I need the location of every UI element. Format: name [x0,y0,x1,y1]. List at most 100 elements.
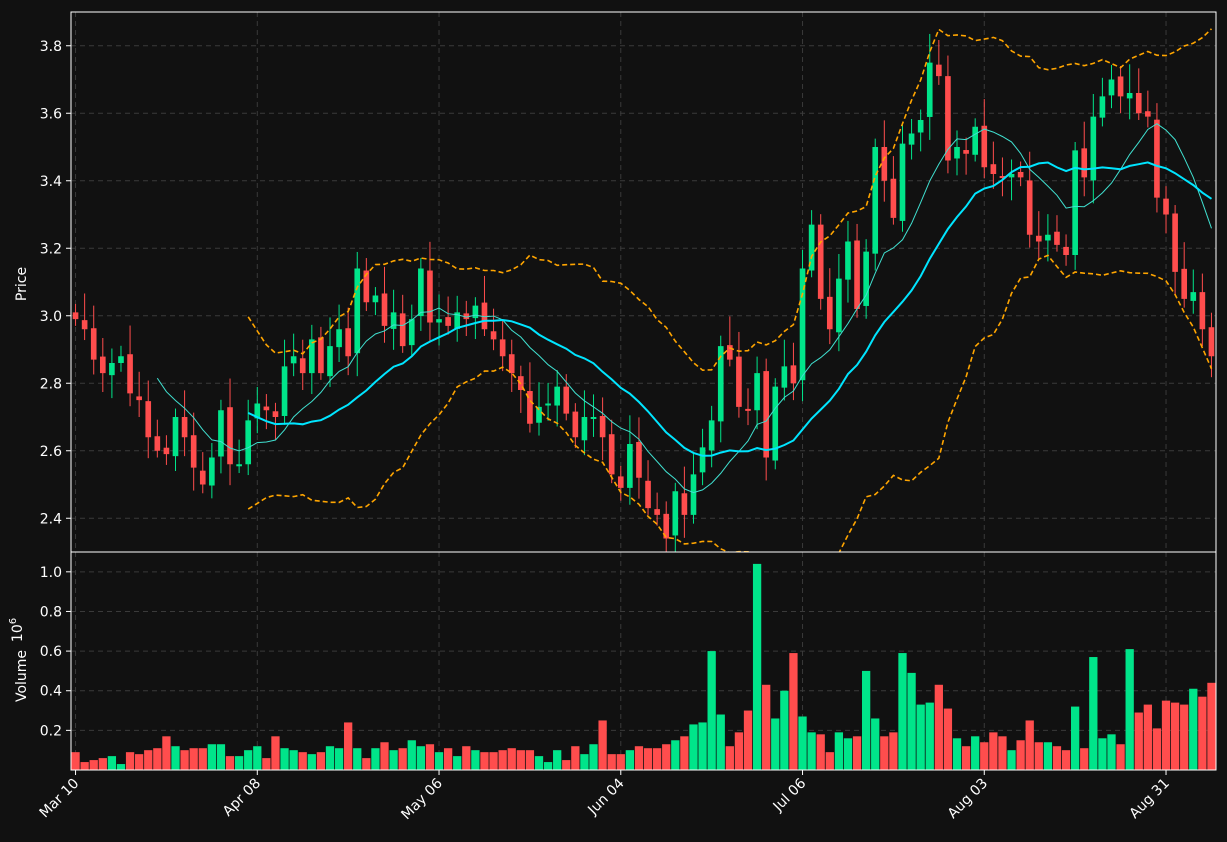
volume-bar [425,744,435,770]
candle-body [1026,180,1033,235]
volume-bar [1143,704,1152,770]
candle-body [354,268,361,354]
candle-body [872,147,879,254]
candle-body [690,474,697,515]
price-tick-label: 3.4 [40,174,62,190]
volume-bar [135,754,144,770]
candle-body [254,403,261,419]
volume-bar [116,764,126,770]
volume-bar [1170,702,1180,770]
volume-bar [480,752,489,770]
candle-body [890,178,897,218]
candle-body [908,133,915,145]
volume-bar [698,722,707,770]
candle-body [972,126,979,155]
candle-body [1045,234,1051,241]
candle-body [663,513,670,539]
volume-bar [925,702,934,770]
volume-bar [344,722,353,770]
volume-bar [153,748,162,770]
volume-bar [1016,740,1025,770]
price-tick-label: 2.8 [40,376,62,392]
candle-body [808,224,815,271]
candle-body [836,278,842,333]
volume-bar [1061,750,1071,770]
volume-bar [271,736,280,770]
candle-body [154,436,161,451]
volume-bar [643,748,653,770]
candle-body [499,339,506,357]
candle-body [481,302,488,330]
volume-bar [398,748,407,770]
candle-body [1008,174,1015,178]
candle-body [1126,93,1133,99]
volume-bar [453,756,462,770]
volume-bar [1152,728,1162,770]
candle-body [299,358,306,374]
candle-body [790,365,797,384]
candle-body [1081,148,1088,178]
candle-body [781,366,788,388]
candle-body [236,464,242,467]
candle-body [399,313,406,347]
volume-bar [380,742,389,770]
volume-bar [443,748,453,770]
volume-bar [307,754,316,770]
price-tick-label: 3.0 [40,309,62,325]
candle-body [799,268,806,381]
volume-bar [652,748,662,770]
candle-body [1090,116,1097,181]
candle-body [390,312,397,329]
volume-bar [298,752,307,770]
volume-bar [616,754,625,770]
candle-body [327,346,333,377]
price-tick-label: 2.4 [40,511,62,527]
candle-body [109,363,115,376]
volume-bar [1116,744,1125,770]
volume-tick-label: 0.2 [40,723,62,739]
candle-body [72,312,79,320]
volume-bar [162,736,171,770]
candle-body [581,417,588,441]
candle-body [1208,327,1215,357]
volume-bar [562,760,571,770]
volume-bar [216,744,226,770]
candle-body [263,406,270,411]
volume-bar [1180,704,1189,770]
volume-bar [471,750,480,770]
candle-body [554,386,560,406]
candle-body [563,386,570,414]
candle-body [218,410,224,457]
volume-bar [98,758,107,770]
volume-bar [598,720,607,770]
candle-body [1190,292,1197,301]
candle-body [654,509,660,515]
price-panel [71,12,1216,552]
volume-bar [107,756,117,770]
volume-bar [325,746,335,770]
volume-bar [1125,649,1134,770]
candle-body [1181,268,1188,299]
volume-bar [734,732,744,770]
volume-bar [234,756,244,770]
candle-body [127,354,133,394]
price-axis-label: Price [14,267,30,301]
volume-tick-label: 0.6 [40,644,62,660]
volume-panel [71,552,1216,770]
candle-body [490,331,497,340]
volume-bar [198,748,207,770]
candle-body [363,270,370,303]
volume-bar [125,752,135,770]
volume-bar [871,718,880,770]
volume-bar [225,756,235,770]
candle-body [763,371,769,458]
volume-bar [262,758,271,770]
candle-body [881,147,888,181]
volume-bar [516,750,525,770]
volume-bar [289,750,298,770]
candle-body [1117,76,1124,97]
candle-body [1154,119,1160,198]
candle-body [318,337,324,374]
